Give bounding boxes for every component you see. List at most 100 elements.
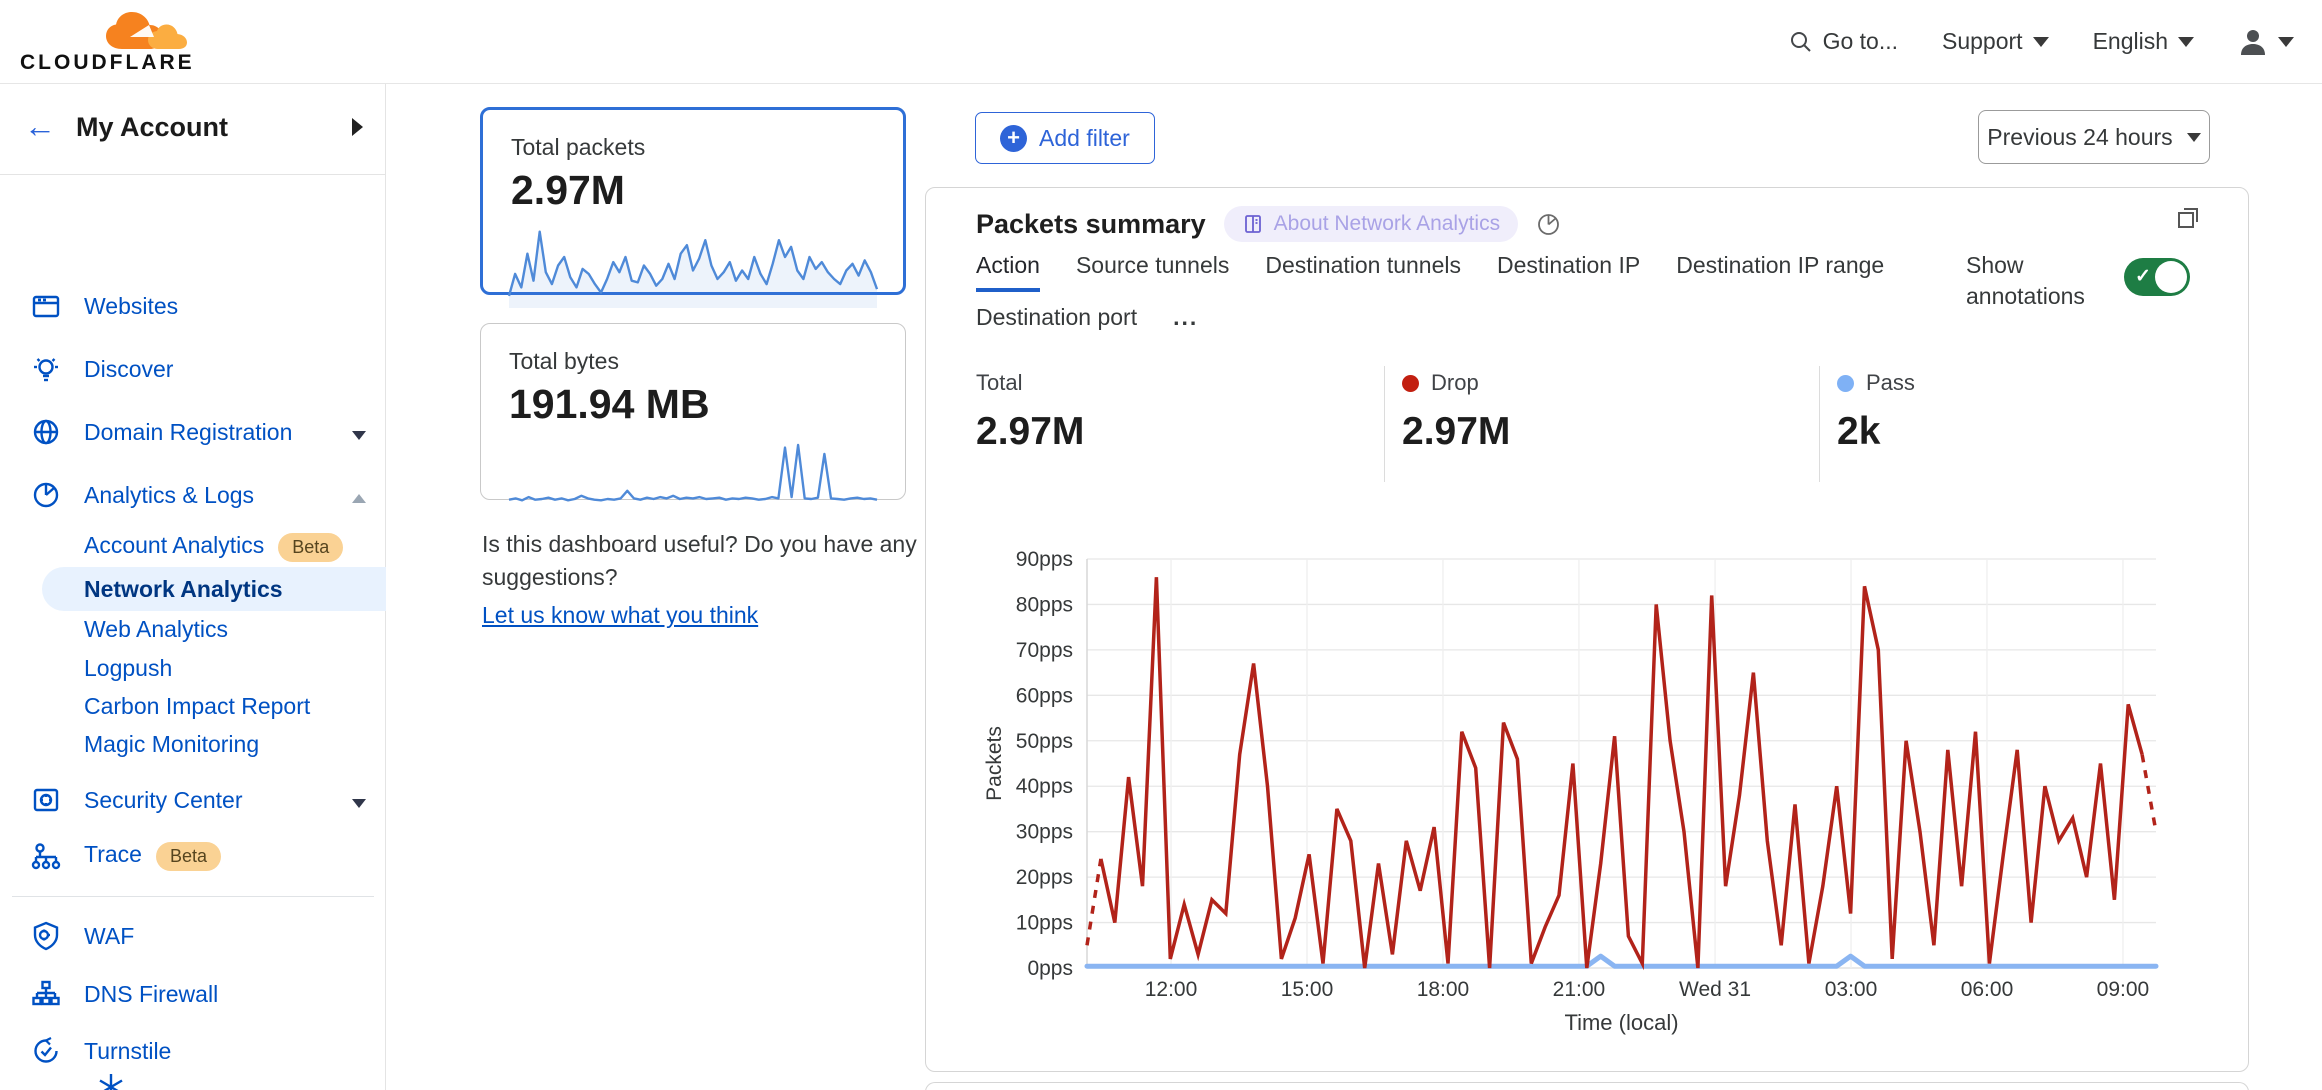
pie-chart-icon [33, 482, 59, 508]
sidebar-item-carbon-impact-report[interactable]: Carbon Impact Report [84, 692, 311, 719]
sidebar-item-discover[interactable]: Discover [0, 344, 386, 394]
card-value: 191.94 MB [509, 381, 710, 427]
sidebar-item-web-analytics[interactable]: Web Analytics [84, 615, 229, 642]
svg-text:80pps: 80pps [1016, 593, 1073, 616]
svg-text:40pps: 40pps [1016, 775, 1073, 798]
stat-drop: Drop 2.97M [1402, 370, 1511, 453]
sidebar-item-turnstile[interactable]: Turnstile [0, 1026, 386, 1076]
beta-badge: Beta [155, 842, 221, 871]
total-bytes-sparkline [508, 443, 878, 502]
sidebar-item-security-center[interactable]: Security Center [0, 775, 386, 825]
svg-text:03:00: 03:00 [1825, 978, 1878, 1001]
pass-legend-dot [1837, 374, 1854, 392]
chevron-up-icon [352, 490, 366, 508]
cloudflare-logo[interactable]: CLOUDFLARE [20, 7, 200, 77]
cloudflare-wordmark: CLOUDFLARE [20, 50, 195, 74]
svg-text:10pps: 10pps [1016, 912, 1073, 935]
show-annotations-label: Show annotations [1966, 252, 2085, 309]
book-icon [1244, 215, 1261, 233]
annotations-toggle[interactable]: ✓ [2124, 258, 2190, 296]
about-network-analytics-badge[interactable]: About Network Analytics [1223, 206, 1519, 242]
cloudflare-cloud-icon [106, 11, 187, 49]
selected-pill [42, 567, 386, 611]
svg-text:0pps: 0pps [1027, 957, 1073, 980]
chevron-down-icon [352, 795, 366, 813]
svg-text:Time (local): Time (local) [1564, 1010, 1678, 1035]
packets-chart-svg: 0pps 10pps 20pps 30pps 40pps 50pps 60pps 70pps 8… [983, 548, 2159, 1035]
sidebar-item-network-analytics[interactable]: Network Analytics [0, 567, 386, 611]
stat-pass: Pass 2k [1837, 370, 1915, 453]
sidebar-item-account-analytics[interactable]: Account Analytics Beta [0, 525, 386, 569]
svg-text:30pps: 30pps [1016, 821, 1073, 844]
plus-icon: + [1000, 124, 1027, 152]
sidebar-item-trace[interactable]: Trace Beta [0, 831, 386, 881]
card-title: Total bytes [509, 348, 619, 374]
sidebar-item-logpush[interactable]: Logpush [84, 654, 173, 681]
svg-text:50pps: 50pps [1016, 730, 1073, 753]
svg-text:90pps: 90pps [1016, 548, 1073, 571]
sidebar-item-waf[interactable]: WAF [0, 911, 386, 961]
time-range-dropdown[interactable]: Previous 24 hours [1978, 110, 2210, 164]
add-filter-button[interactable]: + Add filter [975, 112, 1155, 164]
svg-text:06:00: 06:00 [1961, 978, 2014, 1001]
tab-destination-port[interactable]: Destination port [976, 304, 1138, 330]
svg-text:Wed 31: Wed 31 [1679, 978, 1751, 1001]
feedback-link[interactable]: Let us know what you think [482, 602, 759, 628]
stats-row: Total 2.97M Drop 2.97M Pass 2k [926, 366, 2250, 482]
sidebar-item-domain-registration[interactable]: Domain Registration [0, 407, 386, 457]
dimension-tabs: Action Source tunnels Destination tunnel… [976, 252, 1996, 344]
chevron-right-icon[interactable] [352, 118, 363, 136]
globe-icon [33, 419, 59, 445]
check-icon: ✓ [2135, 266, 2151, 287]
language-menu[interactable]: English [2093, 28, 2194, 55]
svg-text:60pps: 60pps [1016, 684, 1073, 707]
stat-total: Total 2.97M [976, 370, 1085, 453]
tab-destination-tunnels[interactable]: Destination tunnels [1265, 252, 1461, 278]
sidebar-item-dns-firewall[interactable]: DNS Firewall [0, 969, 386, 1019]
support-label: Support [1942, 28, 2023, 54]
partial-item-icon [99, 1074, 123, 1090]
sidebar-item-websites[interactable]: Websites [0, 281, 386, 331]
user-icon [2241, 29, 2265, 55]
refresh-check-icon [34, 1037, 58, 1063]
search-icon [1790, 31, 1811, 52]
total-bytes-card[interactable]: Total bytes 191.94 MB [480, 323, 906, 502]
toggle-knob [2155, 261, 2187, 293]
sidebar-item-analytics-logs[interactable]: Analytics & Logs [0, 470, 386, 520]
pie-chart-icon[interactable] [1536, 212, 1561, 237]
feedback-question: Is this dashboard useful? Do you have an… [482, 531, 917, 590]
svg-text:20pps: 20pps [1016, 866, 1073, 889]
language-label: English [2092, 28, 2168, 54]
more-tabs-button[interactable]: ... [1173, 304, 1199, 330]
total-packets-card[interactable]: Total packets 2.97M [480, 107, 906, 308]
stat-divider [1819, 366, 1820, 482]
hierarchy-icon [32, 980, 60, 1006]
tab-source-tunnels[interactable]: Source tunnels [1075, 252, 1230, 278]
expand-icon[interactable] [2174, 204, 2202, 232]
chevron-down-icon [2178, 36, 2194, 47]
svg-text:18:00: 18:00 [1417, 978, 1470, 1001]
back-arrow-icon[interactable]: ← [24, 108, 56, 144]
shield-gear-icon [33, 921, 59, 951]
svg-text:21:00: 21:00 [1553, 978, 1606, 1001]
lightbulb-icon [34, 358, 58, 382]
tab-destination-ip[interactable]: Destination IP [1497, 252, 1641, 278]
go-to-label: Go to... [1822, 28, 1898, 54]
tab-destination-ip-range[interactable]: Destination IP range [1676, 252, 1885, 278]
top-navbar: CLOUDFLARE Go to... Support English [0, 0, 2322, 84]
sidebar-divider [12, 896, 374, 897]
chevron-down-icon [2186, 132, 2201, 142]
svg-text:70pps: 70pps [1016, 639, 1073, 662]
svg-text:Packets: Packets [983, 726, 1006, 801]
sidebar: ← My Account Websites Discover [0, 84, 386, 1090]
account-menu[interactable] [2238, 27, 2294, 57]
tab-action[interactable]: Action [976, 252, 1040, 292]
card-value: 2.97M [511, 167, 625, 213]
sidebar-item-magic-monitoring[interactable]: Magic Monitoring [84, 730, 260, 757]
stat-divider [1384, 366, 1385, 482]
beta-badge: Beta [278, 533, 344, 562]
support-menu[interactable]: Support [1942, 28, 2049, 55]
go-to-search[interactable]: Go to... [1789, 28, 1898, 55]
chevron-down-icon [352, 427, 366, 445]
